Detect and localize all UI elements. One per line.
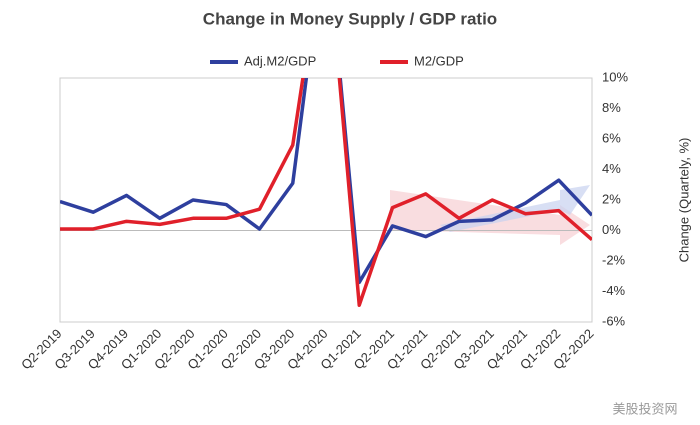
plot-lines	[60, 78, 592, 307]
y-tick-label: 2%	[602, 191, 621, 206]
legend-label: M2/GDP	[414, 53, 464, 68]
y-tick-label: -6%	[602, 313, 626, 328]
legend-label: Adj.M2/GDP	[244, 53, 316, 68]
chart-title: Change in Money Supply / GDP ratio	[203, 9, 497, 28]
y-tick-label: 10%	[602, 69, 628, 84]
plot-frame	[59, 77, 593, 323]
y-tick-label: 0%	[602, 222, 621, 237]
y-tick-label: 8%	[602, 100, 621, 115]
watermark: 美股投资网	[612, 401, 677, 416]
series-line	[60, 78, 592, 285]
y-axis-label: Change (Quartely, %)	[676, 138, 691, 263]
y-tick-label: -2%	[602, 252, 626, 267]
series-line	[60, 78, 592, 307]
y-tick-label: 4%	[602, 161, 621, 176]
y-tick-label: 6%	[602, 130, 621, 145]
y-tick-label: -4%	[602, 283, 626, 298]
